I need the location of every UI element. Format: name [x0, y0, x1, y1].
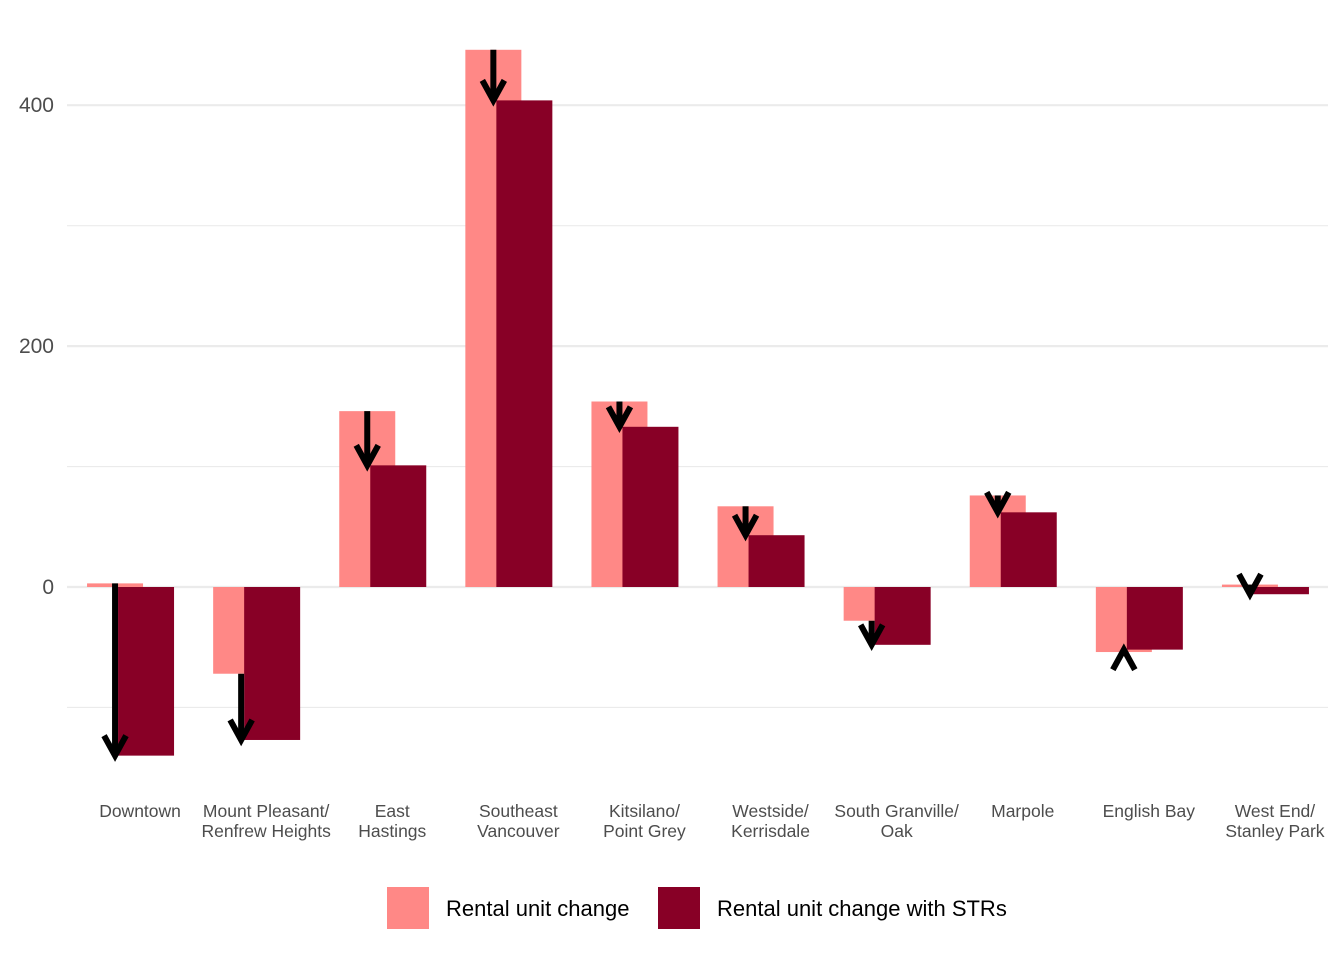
- change-arrow: [731, 506, 760, 542]
- arrow-head: [1236, 572, 1264, 601]
- change-arrow: [353, 411, 381, 472]
- x-tick-label: Stanley Park: [1225, 821, 1324, 841]
- change-arrows: [101, 49, 1264, 762]
- x-tick-label: Mount Pleasant/: [203, 801, 330, 821]
- bar-rental-unit-change-with-strs: [874, 587, 931, 645]
- bar-rental-unit-change-with-strs: [1126, 587, 1183, 650]
- change-arrow: [1236, 572, 1264, 601]
- x-tick-label: Oak: [881, 821, 913, 841]
- change-arrow: [479, 49, 507, 107]
- y-tick-label: 400: [19, 94, 54, 117]
- change-arrow: [984, 490, 1012, 519]
- bar-rental-unit-change-with-strs: [1252, 587, 1309, 595]
- change-arrow: [227, 673, 255, 747]
- y-tick-label: 200: [19, 335, 54, 358]
- arrow-head: [984, 490, 1012, 519]
- change-arrow: [605, 401, 634, 434]
- legend-label: Rental unit change: [446, 896, 629, 921]
- bar-rental-unit-change-with-strs: [244, 587, 301, 740]
- change-arrow: [101, 583, 129, 762]
- x-tick-label: Marpole: [991, 801, 1054, 821]
- x-tick-label: Kitsilano/: [609, 801, 680, 821]
- bar-rental-unit-change-with-strs: [496, 100, 553, 587]
- bar-rental-unit-change-with-strs: [622, 426, 679, 587]
- x-tick-label: Kerrisdale: [731, 821, 810, 841]
- x-tick-label: Point Grey: [603, 821, 686, 841]
- arrow-head: [605, 405, 634, 434]
- change-arrow: [858, 620, 886, 652]
- x-tick-label: East: [375, 801, 410, 821]
- arrow-head: [479, 78, 507, 107]
- arrow-head: [101, 734, 129, 762]
- x-tick-label: Westside/: [732, 801, 809, 821]
- legend-label: Rental unit change with STRs: [717, 896, 1007, 921]
- x-tick-label: South Granville/: [834, 801, 959, 821]
- x-tick-label: Renfrew Heights: [201, 821, 331, 841]
- arrow-head: [1110, 643, 1138, 672]
- x-tick-label: Hastings: [358, 821, 426, 841]
- bars: [87, 49, 1309, 756]
- y-tick-label: 0: [42, 576, 54, 599]
- bar-rental-unit-change-with-strs: [370, 465, 427, 587]
- legend: Rental unit change Rental unit change wit…: [387, 887, 1007, 929]
- bar-rental-unit-change-with-strs: [748, 535, 805, 587]
- x-tick-label: Southeast: [479, 801, 558, 821]
- x-tick-label: English Bay: [1103, 801, 1196, 821]
- arrow-head: [858, 623, 886, 652]
- bar-rental-unit-change-with-strs: [118, 587, 175, 756]
- x-tick-label: Vancouver: [477, 821, 560, 841]
- change-arrow: [1110, 643, 1138, 672]
- arrow-head: [353, 443, 381, 472]
- legend-swatch: [387, 887, 429, 929]
- x-tick-label: West End/: [1235, 801, 1316, 821]
- arrow-head: [731, 513, 760, 542]
- arrow-head: [227, 718, 255, 747]
- x-axis-ticks: Downtown Mount Pleasant/Renfrew Heights Ea…: [99, 801, 1325, 841]
- y-axis-ticks: 0 200 400: [19, 94, 54, 599]
- legend-swatch: [658, 887, 700, 929]
- x-tick-label: Downtown: [99, 801, 181, 821]
- bar-rental-unit-change-with-strs: [1000, 512, 1057, 587]
